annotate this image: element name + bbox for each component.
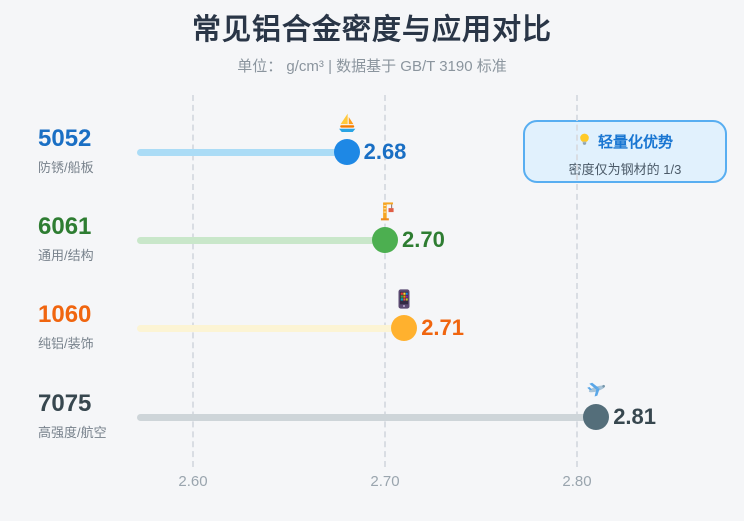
callout-title: 轻量化优势 (597, 134, 673, 151)
x-gridline (384, 95, 386, 467)
alloy-use-label: 高强度/航空 (38, 425, 107, 440)
alloy-label-block: 7075 高强度/航空 (38, 391, 148, 441)
density-dot[interactable] (333, 139, 360, 165)
density-dot[interactable] (583, 404, 610, 430)
row-track (137, 149, 347, 156)
row-track (137, 414, 597, 421)
crane-icon (374, 200, 396, 222)
lightbulb-icon (577, 132, 592, 152)
phone-icon (393, 288, 415, 310)
density-value: 2.68 (363, 139, 407, 164)
density-dot[interactable] (372, 227, 398, 253)
callout-text: 密度仅为钢材的 1/3 (568, 162, 682, 177)
x-gridline (576, 95, 578, 467)
alloy-number: 7075 (38, 390, 92, 417)
sailboat-icon (336, 112, 358, 134)
x-tick-label: 2.70 (370, 473, 400, 490)
x-tick-label: 2.80 (562, 473, 592, 490)
alloy-label-block: 6061 通用/结构 (38, 214, 148, 264)
alloy-use-label: 防锈/船板 (38, 160, 94, 175)
density-value: 2.71 (421, 315, 465, 340)
alloy-number: 6061 (38, 213, 92, 240)
alloy-use-label: 纯铝/装饰 (38, 336, 94, 351)
alloy-number: 5052 (38, 125, 92, 152)
density-value: 2.70 (402, 227, 445, 252)
row-track (137, 325, 405, 332)
row-track (137, 237, 385, 244)
alloy-label-block: 1060 纯铝/装饰 (38, 302, 148, 352)
alloy-label-block: 5052 防锈/船板 (38, 126, 148, 176)
page-subtitle: 单位： g/cm³ | 数据基于 GB/T 3190 标准 (237, 58, 507, 75)
lightweight-advantage-callout: 轻量化优势 密度仅为钢材的 1/3 (523, 120, 727, 183)
density-dot[interactable] (391, 315, 418, 341)
density-value: 2.81 (613, 404, 657, 429)
plane-icon (585, 377, 607, 399)
alloy-number: 1060 (38, 301, 92, 328)
page-title: 常见铝合金密度与应用对比 (191, 14, 552, 46)
alloy-use-label: 通用/结构 (38, 248, 94, 263)
x-gridline (192, 95, 194, 467)
x-tick-label: 2.60 (178, 473, 208, 490)
